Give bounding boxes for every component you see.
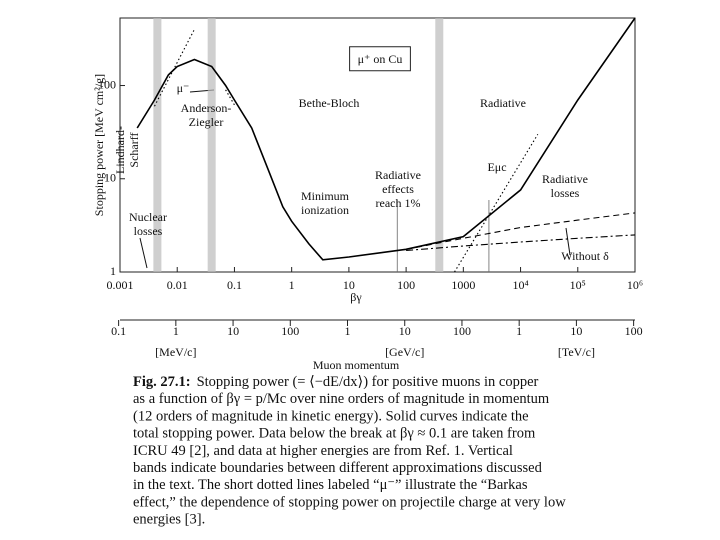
annotation-line: Minimum bbox=[301, 189, 350, 203]
x-axis-label: βγ bbox=[350, 290, 362, 304]
x2-tick-label: 100 bbox=[453, 324, 471, 338]
plot-frame bbox=[119, 17, 636, 273]
caption-line: ICRU 49 [2], and data at higher energies… bbox=[133, 443, 513, 459]
annotation-line: ionization bbox=[301, 203, 349, 217]
caption-line: Stopping power (= ⟨−dE/dx⟩) for positive… bbox=[197, 374, 539, 390]
annotation-line: μ⁺ on Cu bbox=[358, 52, 403, 66]
arrow bbox=[565, 227, 571, 256]
annotation: Radiative effects reach 1% bbox=[375, 168, 421, 210]
x-tick-label: 10⁴ bbox=[512, 278, 528, 292]
x2-tick-label: 10 bbox=[570, 324, 582, 338]
boundary-band bbox=[207, 18, 216, 272]
caption-line: as a function of βγ = p/Mc over nine ord… bbox=[133, 392, 550, 408]
annotation: Eμc bbox=[487, 160, 506, 174]
annotation-line: Anderson- bbox=[181, 101, 232, 115]
annotation-line: Lindhard- bbox=[113, 126, 127, 174]
arrow bbox=[139, 237, 148, 269]
x-tick-label: 1000 bbox=[451, 278, 475, 292]
data-line bbox=[406, 234, 636, 252]
x-tick-label: 0.1 bbox=[227, 278, 242, 292]
annotation-line: losses bbox=[134, 224, 163, 238]
x-tick-label: 10⁶ bbox=[627, 278, 643, 292]
x2-tick-label: 10 bbox=[399, 324, 411, 338]
annotation: Radiative losses bbox=[542, 172, 588, 200]
x2-tick-label: 0.1 bbox=[111, 324, 126, 338]
x-tick-label: 0.01 bbox=[167, 278, 188, 292]
data-line bbox=[405, 212, 636, 250]
annotation: Radiative bbox=[480, 96, 526, 110]
x2-unit-label: [GeV/c] bbox=[385, 345, 424, 359]
x2-tick-label: 1 bbox=[345, 324, 351, 338]
annotation-box bbox=[349, 46, 411, 72]
x2-tick-label: 100 bbox=[625, 324, 643, 338]
x-tick-label: 10⁵ bbox=[570, 278, 586, 292]
annotation-line: Radiative bbox=[542, 172, 588, 186]
y-tick-label: 100 bbox=[98, 77, 116, 91]
boundary-band bbox=[435, 18, 444, 272]
x2-unit-label: [TeV/c] bbox=[558, 345, 595, 359]
annotation-line: Ziegler bbox=[189, 115, 224, 129]
x2-axis-label: Muon momentum bbox=[313, 358, 400, 372]
caption-line: effect,” the dependence of stopping powe… bbox=[133, 495, 566, 511]
x2-tick-label: 100 bbox=[281, 324, 299, 338]
annotation: Nuclear losses bbox=[129, 210, 167, 238]
annotation-line: Without δ bbox=[561, 249, 609, 263]
x-tick-label: 100 bbox=[397, 278, 415, 292]
annotation: μ⁺ on Cu bbox=[358, 52, 403, 66]
caption-line: in the text. The short dotted lines labe… bbox=[133, 478, 528, 494]
annotation-line: Radiative bbox=[480, 96, 526, 110]
data-line bbox=[225, 89, 235, 106]
x-tick-label: 10 bbox=[343, 278, 355, 292]
caption-line: total stopping power. Data below the bre… bbox=[133, 426, 536, 442]
x-tick-label: 1 bbox=[289, 278, 295, 292]
annotation-line: μ⁻ bbox=[177, 81, 190, 95]
annotation: μ⁻ bbox=[177, 81, 190, 95]
annotation: Without δ bbox=[561, 249, 609, 263]
x-tick-label: 0.001 bbox=[107, 278, 134, 292]
annotation-line: reach 1% bbox=[376, 196, 421, 210]
annotation: Lindhard-Scharff bbox=[113, 126, 141, 174]
caption-line: energies [3]. bbox=[133, 512, 205, 528]
annotation-line: Scharff bbox=[127, 132, 141, 167]
data-line bbox=[136, 17, 636, 261]
caption-line: bands indicate boundaries between differ… bbox=[133, 460, 543, 476]
x2-unit-label: [MeV/c] bbox=[155, 345, 196, 359]
annotation-line: Radiative bbox=[375, 168, 421, 182]
x2-tick-label: 1 bbox=[516, 324, 522, 338]
annotation: Bethe-Bloch bbox=[299, 96, 360, 110]
annotation-line: Nuclear bbox=[129, 210, 167, 224]
x2-tick-label: 10 bbox=[227, 324, 239, 338]
boundary-band bbox=[153, 18, 162, 272]
data-line bbox=[154, 29, 195, 107]
caption-label: Fig. 27.1: bbox=[133, 374, 191, 390]
annotation: Minimum ionization bbox=[301, 189, 350, 217]
x2-tick-label: 1 bbox=[173, 324, 179, 338]
annotation-line: Bethe-Bloch bbox=[299, 96, 360, 110]
annotation-line: Eμc bbox=[487, 160, 506, 174]
annotation: Anderson-Ziegler bbox=[181, 101, 232, 129]
annotation-line: effects bbox=[382, 182, 414, 196]
caption: Fig. 27.1: Stopping power (= ⟨−dE/dx⟩) fo… bbox=[133, 374, 566, 528]
y-tick-label: 10 bbox=[104, 171, 116, 185]
data-line bbox=[454, 134, 539, 273]
annotation-line: losses bbox=[551, 186, 580, 200]
caption-line: (12 orders of magnitude in kinetic energ… bbox=[133, 409, 529, 425]
y-tick-label: 1 bbox=[110, 264, 116, 278]
y-axis-label: Stopping power [MeV cm²/g] bbox=[92, 74, 106, 216]
